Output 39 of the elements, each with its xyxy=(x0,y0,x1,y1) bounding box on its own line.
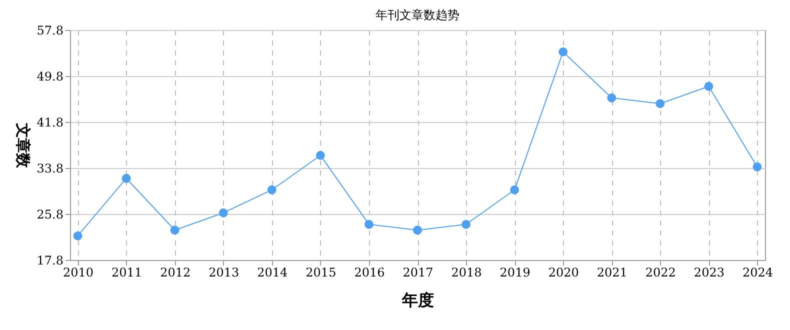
x-tick-label: 2016 xyxy=(354,266,385,280)
x-tick-label: 2024 xyxy=(742,266,774,280)
point xyxy=(73,231,82,240)
chart-title: 年刊文章数趋势 xyxy=(376,8,460,22)
point xyxy=(170,226,180,235)
x-tick-label: 2021 xyxy=(596,266,628,280)
point xyxy=(704,82,714,91)
point xyxy=(752,162,762,172)
x-tick-label: 2014 xyxy=(257,266,288,280)
x-tick-label: 2019 xyxy=(500,266,530,280)
point xyxy=(267,185,276,194)
point xyxy=(316,150,325,160)
y-tick-label: 33.8 xyxy=(36,162,64,176)
x-axis-title: 年度 xyxy=(401,290,434,310)
x-tick-label: 2010 xyxy=(62,266,94,280)
y-axis-title: 文章数 xyxy=(14,122,32,169)
point xyxy=(364,220,374,229)
point xyxy=(558,47,568,56)
x-tick-label: 2013 xyxy=(208,266,240,280)
x-tick-label: 2017 xyxy=(402,266,434,280)
point xyxy=(656,99,665,108)
point xyxy=(413,226,422,235)
y-tick-label: 41.8 xyxy=(36,116,64,130)
point xyxy=(218,208,228,218)
x-tick-label: 2018 xyxy=(451,266,482,280)
x-tick-label: 2020 xyxy=(548,266,579,280)
x-tick-label: 2015 xyxy=(306,266,336,280)
x-tick-label: 2012 xyxy=(160,266,191,280)
point xyxy=(122,174,131,183)
x-tick-label: 2023 xyxy=(694,266,724,280)
y-tick-label: 49.8 xyxy=(36,70,64,84)
y-tick-label: 57.8 xyxy=(36,24,64,38)
point xyxy=(607,93,616,102)
point xyxy=(510,185,520,194)
y-tick-label: 17.8 xyxy=(36,254,64,268)
point xyxy=(462,220,471,229)
x-tick-label: 2011 xyxy=(112,266,142,280)
y-tick-label: 25.8 xyxy=(36,208,64,222)
x-tick-label: 2022 xyxy=(645,266,676,280)
